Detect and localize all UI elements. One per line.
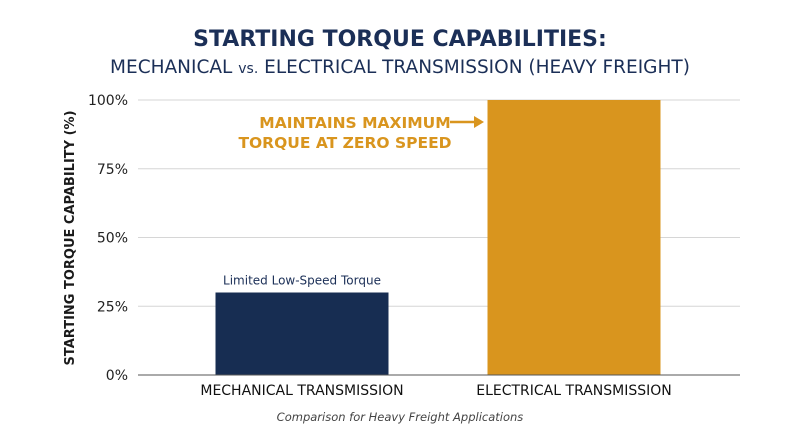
x-category-labels: MECHANICAL TRANSMISSION ELECTRICAL TRANSM… xyxy=(200,383,671,399)
x-category-label-1: MECHANICAL TRANSMISSION xyxy=(200,383,403,399)
y-tick-label-50: 50% xyxy=(97,231,128,247)
y-tick-label-75: 75% xyxy=(97,162,128,178)
y-axis-label: STARTING TORQUE CAPABILITY (%) xyxy=(63,110,78,365)
bar-1 xyxy=(215,292,389,375)
y-tick-label-100: 100% xyxy=(88,93,128,109)
bar-label-1: Limited Low-Speed Torque xyxy=(223,274,381,288)
bar-2 xyxy=(487,100,661,375)
y-tick-labels: 0% 25% 50% 75% 100% xyxy=(88,93,128,384)
annotation: MAINTAINS MAXIMUM TORQUE AT ZERO SPEED xyxy=(238,114,484,152)
chart-title: STARTING TORQUE CAPABILITIES: xyxy=(193,27,607,52)
bars xyxy=(215,100,661,375)
y-tick-label-25: 25% xyxy=(97,299,128,315)
x-category-label-2: ELECTRICAL TRANSMISSION xyxy=(476,383,672,399)
annotation-arrow-icon xyxy=(450,116,484,128)
chart-subtitle: MECHANICAL vs. ELECTRICAL TRANSMISSION (… xyxy=(110,57,690,78)
bar-value-labels: Limited Low-Speed Torque xyxy=(223,274,381,288)
annotation-line-1: MAINTAINS MAXIMUM xyxy=(259,114,450,132)
annotation-line-2: TORQUE AT ZERO SPEED xyxy=(238,134,451,152)
chart-caption: Comparison for Heavy Freight Application… xyxy=(277,410,524,424)
y-tick-label-0: 0% xyxy=(106,368,128,384)
subtitle-vs: vs. xyxy=(238,61,258,77)
subtitle-part-2: ELECTRICAL TRANSMISSION (HEAVY FREIGHT) xyxy=(258,57,690,78)
subtitle-part-1: MECHANICAL xyxy=(110,57,238,78)
